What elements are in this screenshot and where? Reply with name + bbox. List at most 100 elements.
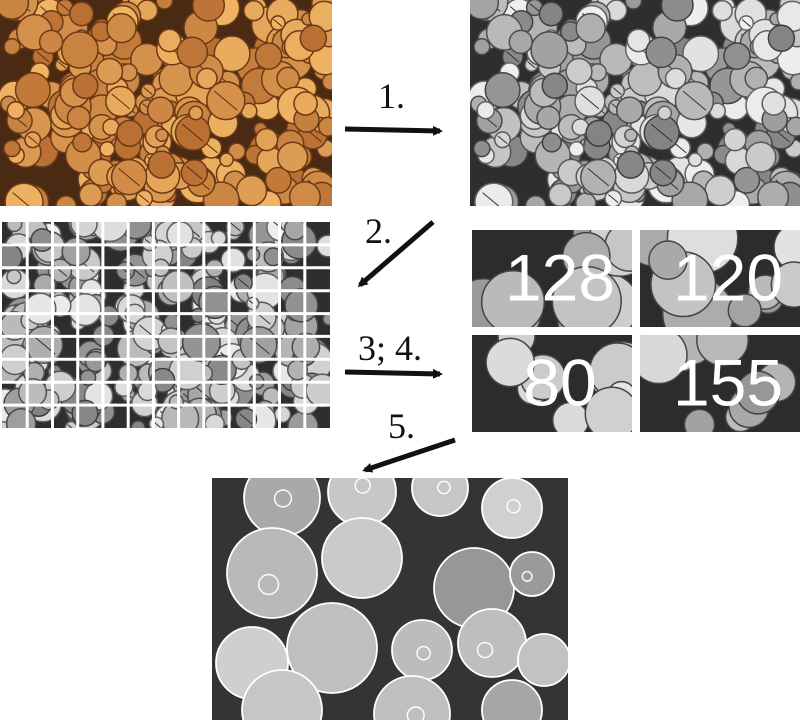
log-end bbox=[105, 192, 128, 206]
log-end bbox=[69, 1, 95, 27]
log-end bbox=[157, 28, 182, 53]
log-end bbox=[645, 36, 677, 69]
log-crack bbox=[527, 61, 536, 69]
log-end bbox=[99, 141, 116, 158]
step-2-label: 2. bbox=[365, 211, 392, 251]
log-crack bbox=[247, 335, 270, 355]
log-crack bbox=[237, 277, 249, 288]
segmented-log bbox=[391, 619, 453, 681]
log-crack bbox=[118, 167, 140, 187]
log-end bbox=[72, 72, 99, 100]
log-end bbox=[687, 152, 703, 168]
log-crack bbox=[239, 413, 253, 425]
log-end bbox=[6, 269, 22, 285]
log-end bbox=[770, 261, 800, 308]
step-3-4-label: 3; 4. bbox=[358, 328, 423, 368]
log-crack bbox=[673, 142, 687, 154]
log-end bbox=[317, 116, 332, 137]
segmented-log bbox=[481, 478, 543, 539]
tile-values-svg: 128 120 80 155 bbox=[472, 230, 800, 432]
log-crack bbox=[482, 192, 500, 206]
log-end bbox=[38, 29, 64, 55]
log-end bbox=[148, 416, 165, 428]
log-end bbox=[568, 141, 585, 158]
log-end bbox=[61, 237, 91, 267]
log-crack bbox=[67, 424, 73, 428]
log-end bbox=[243, 0, 265, 22]
log-crack bbox=[607, 194, 619, 204]
grayscale-log-photo bbox=[470, 0, 800, 206]
log-end bbox=[30, 228, 55, 253]
grayscale-log-image bbox=[470, 0, 800, 206]
segmented-log bbox=[286, 602, 378, 694]
log-end bbox=[78, 182, 103, 206]
segmentation-result-image bbox=[212, 478, 568, 720]
log-end bbox=[660, 0, 694, 22]
segmented-log bbox=[411, 478, 469, 517]
segment-artifact bbox=[406, 706, 425, 720]
log-end bbox=[624, 128, 638, 143]
log-end bbox=[723, 127, 747, 152]
log-end bbox=[150, 367, 176, 394]
tiled-grid-image bbox=[2, 222, 330, 428]
log-end bbox=[657, 105, 673, 121]
log-end bbox=[273, 405, 292, 424]
segment-artifact bbox=[416, 645, 431, 661]
log-end bbox=[276, 66, 300, 91]
log-end bbox=[235, 174, 268, 206]
log-end bbox=[188, 105, 204, 121]
log-end bbox=[548, 182, 573, 206]
segmented-log bbox=[241, 669, 323, 720]
segmented-log bbox=[373, 675, 451, 720]
log-end bbox=[727, 293, 762, 327]
tile-value-4: 155 bbox=[673, 346, 783, 420]
segment-artifact bbox=[258, 573, 280, 596]
segment-artifact bbox=[437, 480, 451, 495]
log-end bbox=[733, 166, 761, 194]
log-crack bbox=[273, 19, 283, 27]
log-end bbox=[744, 66, 769, 91]
log-end bbox=[14, 72, 51, 109]
segmented-log bbox=[321, 517, 403, 599]
log-end bbox=[485, 337, 536, 388]
log-end bbox=[6, 100, 26, 120]
segment-artifact bbox=[273, 489, 293, 508]
log-end bbox=[299, 24, 328, 53]
arrow-step-1 bbox=[344, 125, 443, 136]
tile-value-2: 120 bbox=[673, 241, 783, 315]
log-end bbox=[95, 57, 124, 86]
log-end bbox=[24, 292, 57, 326]
log-end bbox=[789, 72, 800, 91]
log-end bbox=[66, 105, 91, 130]
log-end bbox=[146, 96, 175, 124]
log-end bbox=[283, 222, 307, 241]
log-end bbox=[648, 240, 688, 280]
log-crack bbox=[143, 87, 153, 95]
tile-value-1: 128 bbox=[505, 241, 615, 315]
log-end bbox=[745, 141, 777, 173]
step-1-label: 1. bbox=[378, 76, 405, 116]
segment-artifact bbox=[506, 498, 521, 514]
segment-artifact bbox=[521, 570, 533, 582]
log-end bbox=[736, 370, 781, 415]
log-end bbox=[530, 30, 569, 69]
log-crack bbox=[741, 19, 751, 27]
log-end bbox=[508, 29, 534, 55]
segment-artifact bbox=[354, 478, 371, 494]
log-end bbox=[288, 181, 321, 206]
log-end bbox=[664, 67, 687, 90]
log-end bbox=[4, 182, 44, 206]
log-crack bbox=[612, 87, 622, 95]
log-end bbox=[551, 265, 622, 327]
step-5-label: 5. bbox=[388, 406, 415, 446]
log-end bbox=[305, 373, 330, 408]
log-end bbox=[474, 182, 514, 206]
log-crack bbox=[229, 222, 241, 232]
segmented-log bbox=[457, 608, 527, 678]
log-crack bbox=[214, 90, 238, 111]
tile-value-3: 80 bbox=[523, 346, 596, 420]
log-end bbox=[683, 408, 716, 432]
segmented-log bbox=[517, 633, 568, 687]
log-end bbox=[284, 288, 319, 323]
log-end bbox=[6, 222, 23, 233]
